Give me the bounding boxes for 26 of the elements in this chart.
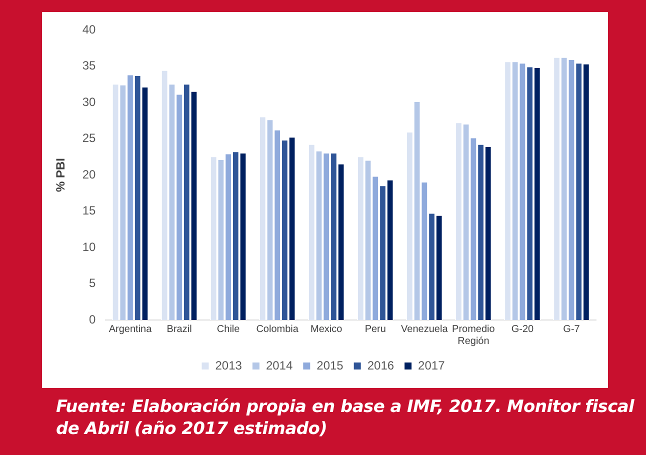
y-tick-label: 5 [89, 276, 96, 290]
y-tick-label: 30 [82, 94, 96, 109]
legend-label: 2013 [215, 358, 242, 372]
y-tick-label: 20 [82, 167, 96, 182]
legend-label: 2017 [418, 358, 446, 372]
x-tick-label: Venezuela [401, 324, 448, 335]
x-tick-label: Mexico [310, 324, 343, 335]
y-tick-label: 0 [89, 312, 96, 326]
y-axis-title: % PBI [54, 158, 68, 192]
source-note: Fuente: Elaboración propia en base a IMF, 2017. Monitor fiscal de Abril (año 2017 estimado) [56, 396, 636, 440]
y-tick-label: 35 [82, 58, 96, 73]
x-tick-label: Argentina [108, 324, 152, 335]
legend-label: 2015 [316, 358, 344, 372]
x-tick-label: G-7 [563, 324, 580, 335]
y-tick-label: 10 [82, 240, 96, 254]
x-tick-label: Peru [364, 324, 386, 335]
legend-label: 2014 [266, 358, 293, 372]
x-tick-label: G-20 [511, 324, 534, 335]
x-tick-label: Colombia [256, 324, 299, 335]
y-tick-label: 25 [82, 131, 96, 146]
y-tick-label: 40 [82, 22, 96, 36]
legend-label: 2016 [367, 358, 394, 372]
x-tick-label: Promedio Región [452, 324, 496, 347]
x-tick-label: Brazil [166, 324, 192, 335]
x-tick-label: Chile [216, 324, 240, 335]
y-tick-label: 15 [82, 204, 96, 218]
